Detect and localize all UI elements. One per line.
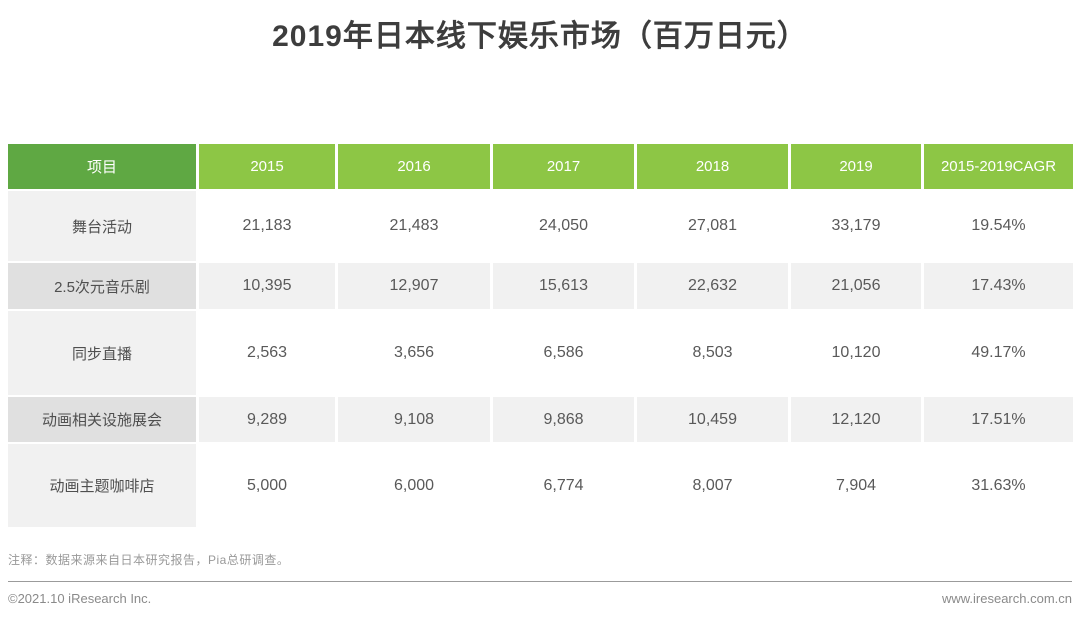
copyright-text: ©2021.10 iResearch Inc. bbox=[8, 591, 152, 606]
table-cell: 31.63% bbox=[924, 444, 1073, 527]
table-cell: 21,183 bbox=[199, 191, 335, 261]
website-url: www.iresearch.com.cn bbox=[941, 591, 1072, 606]
page-title: 2019年日本线下娱乐市场（百万日元） bbox=[272, 20, 808, 53]
row-label-live-viewing: 同步直播 bbox=[8, 311, 196, 395]
table-cell: 22,632 bbox=[637, 263, 788, 309]
market-data-table: 项目 2015 2016 2017 2018 2019 2015-2019CAG… bbox=[8, 144, 1073, 527]
table-header-2017: 2017 bbox=[493, 144, 634, 189]
table-cell: 15,613 bbox=[493, 263, 634, 309]
table-header-2015: 2015 bbox=[199, 144, 335, 189]
table-cell: 6,774 bbox=[493, 444, 634, 527]
table-cell: 12,120 bbox=[791, 397, 921, 442]
table-cell: 9,289 bbox=[199, 397, 335, 442]
table-header-2019: 2019 bbox=[791, 144, 921, 189]
table-cell: 49.17% bbox=[924, 311, 1073, 395]
footer-bar: ©2021.10 iResearch Inc. www.iresearch.co… bbox=[8, 582, 1072, 606]
table-cell: 8,007 bbox=[637, 444, 788, 527]
table-cell: 2,563 bbox=[199, 311, 335, 395]
table-cell: 17.43% bbox=[924, 263, 1073, 309]
table-cell: 19.54% bbox=[924, 191, 1073, 261]
row-label-stage-events: 舞台活动 bbox=[8, 191, 196, 261]
row-label-anime-facility-expo: 动画相关设施展会 bbox=[8, 397, 196, 442]
table-header-item: 项目 bbox=[8, 144, 196, 189]
row-label-anime-theme-cafe: 动画主题咖啡店 bbox=[8, 444, 196, 527]
table-cell: 5,000 bbox=[199, 444, 335, 527]
table-cell: 21,056 bbox=[791, 263, 921, 309]
table-cell: 10,459 bbox=[637, 397, 788, 442]
table-cell: 3,656 bbox=[338, 311, 490, 395]
table-header-2016: 2016 bbox=[338, 144, 490, 189]
table-cell: 6,586 bbox=[493, 311, 634, 395]
table-header-cagr: 2015-2019CAGR bbox=[924, 144, 1073, 189]
table-cell: 17.51% bbox=[924, 397, 1073, 442]
table-cell: 24,050 bbox=[493, 191, 634, 261]
table-header-2018: 2018 bbox=[637, 144, 788, 189]
table-cell: 9,108 bbox=[338, 397, 490, 442]
divider bbox=[8, 581, 1072, 582]
table-cell: 12,907 bbox=[338, 263, 490, 309]
table-cell: 27,081 bbox=[637, 191, 788, 261]
table-cell: 9,868 bbox=[493, 397, 634, 442]
table-cell: 10,395 bbox=[199, 263, 335, 309]
table-cell: 8,503 bbox=[637, 311, 788, 395]
table-cell: 7,904 bbox=[791, 444, 921, 527]
row-label-2-5d-musical: 2.5次元音乐剧 bbox=[8, 263, 196, 309]
table-cell: 6,000 bbox=[338, 444, 490, 527]
footnote: 注释：数据来源来自日本研究报告，Pia总研调查。 bbox=[8, 553, 290, 567]
table-cell: 21,483 bbox=[338, 191, 490, 261]
table-cell: 33,179 bbox=[791, 191, 921, 261]
table-cell: 10,120 bbox=[791, 311, 921, 395]
